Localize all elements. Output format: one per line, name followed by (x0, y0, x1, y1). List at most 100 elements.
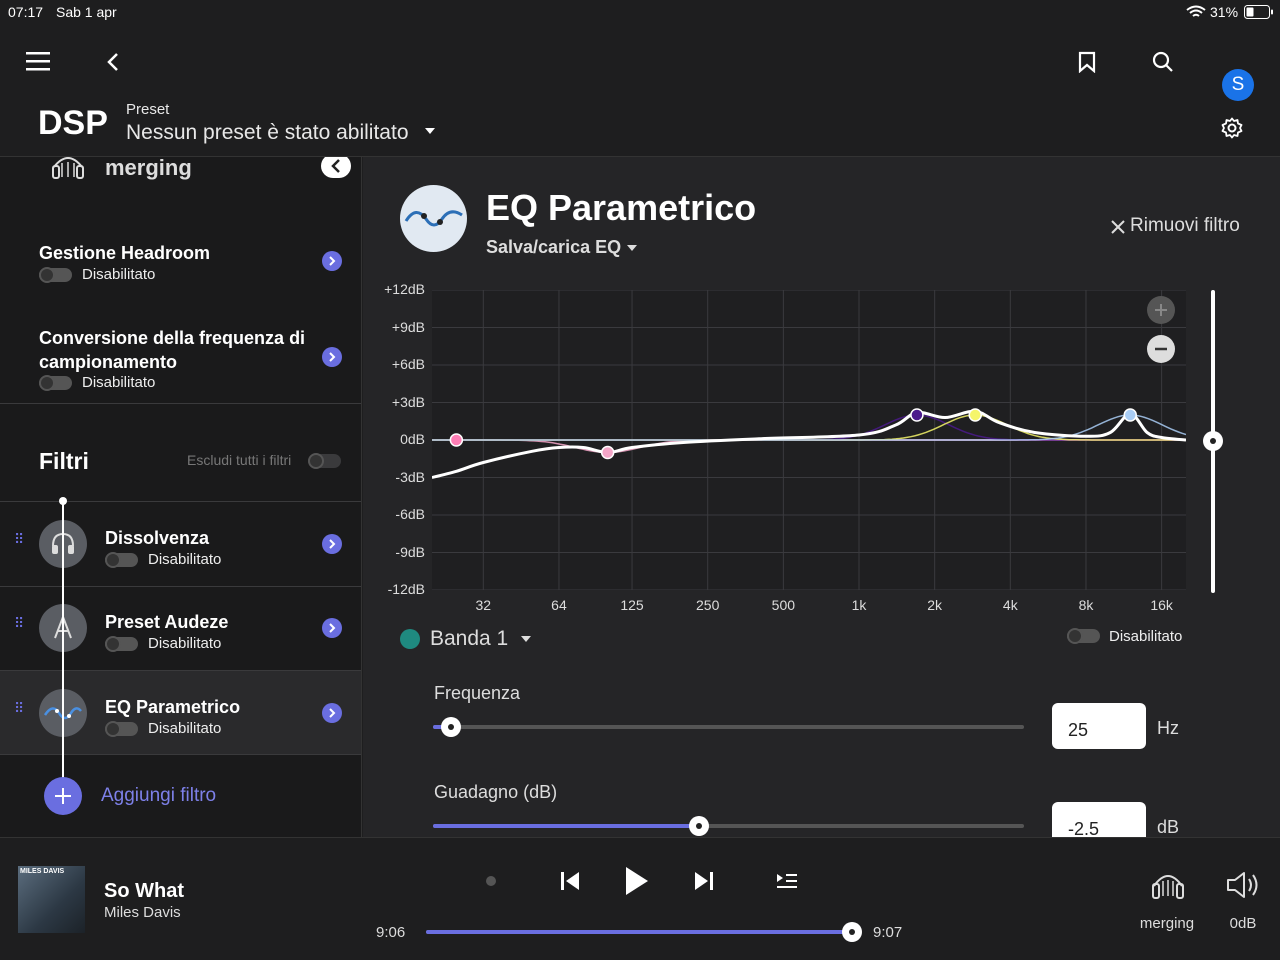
filter-status: Disabilitato (148, 720, 222, 737)
filter-row-dissolvenza[interactable]: ⠿ Dissolvenza Disabilitato (0, 502, 361, 586)
queue-icon[interactable] (776, 872, 798, 890)
band-point[interactable] (600, 445, 615, 460)
filter-toggle[interactable] (105, 721, 138, 737)
album-art-image (18, 866, 85, 933)
band-points[interactable] (449, 408, 1137, 460)
filter-status: Disabilitato (148, 635, 222, 652)
y-tick-label: +3dB (391, 393, 425, 410)
gain-label: Guadagno (dB) (434, 782, 558, 802)
filter-open-button[interactable] (322, 618, 342, 638)
progress-knob[interactable] (841, 922, 862, 942)
battery-icon (1244, 5, 1273, 19)
divider (0, 586, 361, 587)
x-tick-label: 2k (927, 597, 943, 613)
save-load-eq-dropdown[interactable]: Salva/carica EQ (486, 237, 622, 257)
song-title[interactable]: So What (104, 880, 184, 902)
x-tick-label: 64 (551, 597, 567, 613)
save-load-caret-icon[interactable] (627, 245, 637, 251)
drag-handle-icon[interactable]: ⠿ (14, 531, 24, 547)
x-tick-label: 16k (1150, 597, 1173, 613)
filter-title: EQ Parametrico (105, 697, 241, 717)
band-dropdown[interactable]: Banda 1 (430, 627, 509, 650)
add-filter-label[interactable]: Aggiungi filtro (101, 785, 217, 806)
gain-slider-knob[interactable] (688, 816, 709, 836)
song-artist[interactable]: Miles Davis (104, 904, 181, 921)
gain-input[interactable]: -2.5 (1052, 802, 1146, 837)
preset-dropdown-caret-icon[interactable] (425, 128, 435, 134)
status-bar: 07:17 Sab 1 apr 31% (0, 0, 1280, 24)
filter-chain-start-dot (59, 497, 67, 505)
band-color-dot (400, 629, 420, 649)
output-device-label[interactable]: merging (1139, 915, 1195, 932)
band-point[interactable] (449, 433, 464, 447)
frequency-unit: Hz (1157, 718, 1179, 738)
band-dropdown-caret-icon[interactable] (521, 636, 531, 642)
frequency-slider-track[interactable] (433, 725, 1024, 729)
chevron-left-icon (331, 159, 340, 173)
close-icon[interactable] (1110, 219, 1126, 235)
master-gain-slider-knob[interactable] (1203, 431, 1223, 451)
band-point[interactable] (910, 408, 924, 422)
drag-handle-icon[interactable]: ⠿ (14, 700, 24, 716)
exclude-all-filters-toggle[interactable] (308, 453, 341, 469)
filters-title: Filtri (39, 448, 89, 474)
collapse-sidebar-button[interactable] (321, 157, 351, 178)
minus-icon (1155, 347, 1167, 351)
previous-track-icon[interactable] (560, 870, 580, 892)
headroom-open-button[interactable] (322, 251, 342, 271)
sample-rate-open-button[interactable] (322, 347, 342, 367)
headroom-toggle[interactable] (39, 267, 72, 283)
preset-label: Preset (126, 101, 170, 118)
play-icon[interactable] (624, 865, 650, 897)
filter-row-preset-audeze[interactable]: ⠿ Preset Audeze Disabilitato (0, 586, 361, 670)
eq-response-chart[interactable] (432, 290, 1186, 590)
bookmark-icon[interactable] (1078, 51, 1096, 73)
zoom-out-button[interactable] (1147, 335, 1175, 363)
search-icon[interactable] (1152, 51, 1174, 73)
volume-label[interactable]: 0dB (1229, 915, 1257, 932)
album-art[interactable]: MILES DAVIS (18, 866, 85, 933)
x-tick-label: 125 (620, 597, 644, 613)
gain-slider-track[interactable] (433, 824, 1024, 828)
remove-filter-button[interactable]: Rimuovi filtro (1130, 215, 1240, 236)
sample-rate-conversion-item[interactable]: Conversione della frequenza di campionam… (0, 317, 361, 403)
headroom-title: Gestione Headroom (39, 243, 211, 263)
settings-gear-icon[interactable] (1221, 117, 1243, 139)
band-point[interactable] (968, 408, 982, 422)
filter-open-button[interactable] (322, 534, 342, 554)
band-point[interactable] (1123, 408, 1137, 422)
filter-toggle[interactable] (105, 636, 138, 652)
battery-percent: 31% (1210, 4, 1239, 20)
volume-icon[interactable] (1226, 870, 1262, 900)
filter-toggle[interactable] (105, 552, 138, 568)
chevron-right-icon (329, 256, 336, 266)
x-tick-label: 8k (1078, 597, 1094, 613)
filter-row-eq-parametrico[interactable]: ⠿ EQ Parametrico Disabilitato (0, 671, 361, 755)
filter-status: Disabilitato (148, 551, 222, 568)
back-arrow-icon[interactable] (105, 52, 121, 72)
preset-dropdown[interactable]: Nessun preset è stato abilitato (126, 121, 409, 144)
y-tick-label: -6dB (395, 506, 425, 522)
frequency-slider-knob[interactable] (440, 717, 461, 737)
next-track-icon[interactable] (694, 870, 714, 892)
band-curves (432, 414, 1186, 454)
drag-handle-icon[interactable]: ⠿ (14, 615, 24, 631)
divider (0, 670, 361, 671)
exclude-all-filters-label: Escludi tutti i filtri (187, 452, 292, 468)
frequency-input[interactable]: 25 (1052, 703, 1146, 749)
player-bar: MILES DAVIS So What Miles Davis 9:06 9:0… (0, 837, 1280, 960)
output-device-icon[interactable] (1150, 868, 1186, 902)
sample-rate-toggle[interactable] (39, 375, 72, 391)
frequency-label: Frequenza (434, 683, 521, 703)
headroom-item[interactable]: Gestione Headroom Disabilitato (0, 227, 361, 297)
filter-open-button[interactable] (322, 703, 342, 723)
zoom-in-button[interactable] (1147, 296, 1175, 324)
status-time: 07:17 (8, 4, 44, 20)
menu-icon[interactable] (26, 51, 50, 71)
user-avatar[interactable]: S (1222, 69, 1254, 101)
sidebar: merging Gestione Headroom Disabilitato C… (0, 157, 362, 837)
add-filter-button[interactable] (44, 777, 82, 815)
band-enable-toggle[interactable] (1067, 628, 1100, 644)
top-bar: S DSP Preset Nessun preset è stato abili… (0, 24, 1280, 157)
plus-icon (55, 788, 71, 804)
